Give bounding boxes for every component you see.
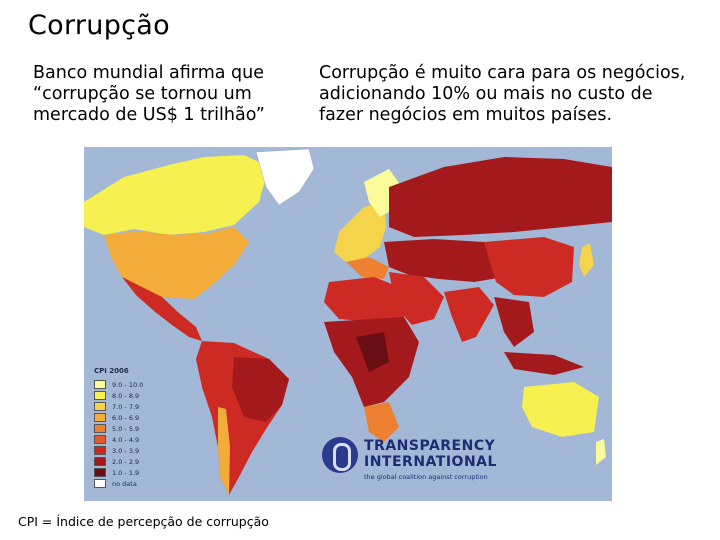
southern-africa-region — [364, 402, 399, 442]
brazil-region — [232, 357, 289, 422]
legend-swatch — [94, 413, 106, 422]
legend-entries: 9.0 - 10.0 8.0 - 8.9 7.0 - 7.9 6.0 - 6.9 5.0… — [94, 379, 164, 489]
legend-row: 7.0 - 7.9 — [94, 401, 164, 412]
usa-region — [104, 227, 249, 299]
india-region — [444, 287, 494, 342]
logo-tagline: the global coalition against corruption — [364, 473, 488, 481]
legend-row: 1.0 - 1.9 — [94, 467, 164, 478]
north-africa-region — [324, 277, 404, 322]
central-asia-region — [384, 239, 514, 282]
new-zealand-region — [596, 439, 606, 465]
legend-label: 5.0 - 5.9 — [112, 424, 140, 433]
southeast-asia-region — [494, 297, 534, 347]
legend-swatch — [94, 468, 106, 477]
legend-title: CPI 2006 — [94, 367, 129, 375]
right-description-text: Corrupção é muito cara para os negócios,… — [319, 63, 686, 125]
southern-europe-region — [346, 257, 389, 279]
left-quote-text: Banco mundial afirma que “corrupção se t… — [33, 63, 265, 125]
logo-line-2: INTERNATIONAL — [364, 454, 497, 470]
cpi-legend: CPI 2006 9.0 - 10.0 8.0 - 8.9 7.0 - 7.9 6.0… — [94, 367, 164, 489]
legend-swatch — [94, 402, 106, 411]
legend-swatch — [94, 391, 106, 400]
legend-swatch — [94, 435, 106, 444]
mexico-region — [122, 277, 202, 341]
legend-swatch — [94, 424, 106, 433]
legend-row: no data — [94, 478, 164, 489]
legend-label: 2.0 - 2.9 — [112, 457, 140, 466]
legend-label: 4.0 - 4.9 — [112, 435, 140, 444]
legend-row: 8.0 - 8.9 — [94, 390, 164, 401]
legend-label: 8.0 - 8.9 — [112, 391, 140, 400]
legend-swatch — [94, 479, 106, 488]
legend-row: 2.0 - 2.9 — [94, 456, 164, 467]
legend-label: 9.0 - 10.0 — [112, 380, 144, 389]
legend-label: 7.0 - 7.9 — [112, 402, 140, 411]
legend-label: 1.0 - 1.9 — [112, 468, 140, 477]
canada-region — [84, 155, 269, 235]
legend-label: 3.0 - 3.9 — [112, 446, 140, 455]
russia-region — [389, 157, 612, 237]
world-cpi-map: CPI 2006 9.0 - 10.0 8.0 - 8.9 7.0 - 7.9 6.0… — [84, 147, 612, 501]
greenland-region — [255, 148, 315, 206]
legend-swatch — [94, 380, 106, 389]
japan-region — [579, 243, 594, 277]
legend-row: 3.0 - 3.9 — [94, 445, 164, 456]
slide-title: Corrupção — [28, 10, 170, 41]
legend-row: 4.0 - 4.9 — [94, 434, 164, 445]
legend-row: 5.0 - 5.9 — [94, 423, 164, 434]
australia-region — [522, 382, 599, 437]
western-europe-region — [334, 202, 386, 262]
transparency-international-logo: TRANSPARENCY INTERNATIONAL the global co… — [322, 437, 502, 487]
legend-row: 6.0 - 6.9 — [94, 412, 164, 423]
logo-line-1: TRANSPARENCY — [364, 438, 496, 454]
china-region — [484, 237, 574, 297]
ti-emblem-icon — [322, 437, 358, 473]
legend-label: no data — [112, 479, 137, 488]
legend-swatch — [94, 457, 106, 466]
legend-row: 9.0 - 10.0 — [94, 379, 164, 390]
indonesia-region — [504, 352, 584, 375]
chile-region — [218, 407, 230, 495]
world-map-graphic — [84, 148, 612, 495]
congo-region — [356, 332, 389, 372]
legend-label: 6.0 - 6.9 — [112, 413, 140, 422]
cpi-caption: CPI = Índice de percepção de corrupção — [18, 514, 269, 529]
legend-swatch — [94, 446, 106, 455]
